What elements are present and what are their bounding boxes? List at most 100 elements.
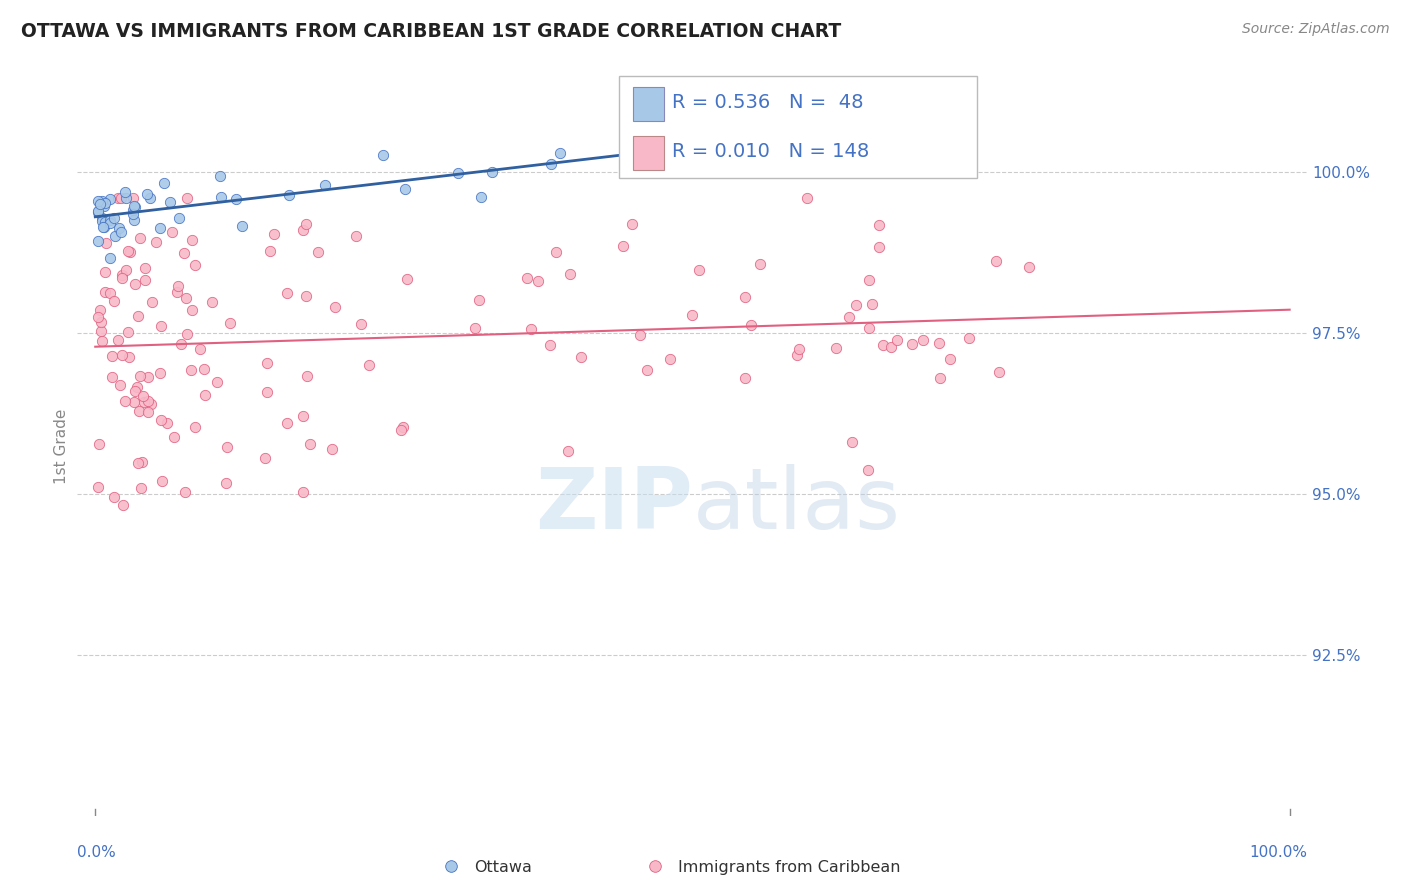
Point (156, 416, 179, 430)
Point (150, 474, 173, 488)
Point (91, 211, 114, 226)
Point (872, 338, 894, 352)
Point (681, 308, 703, 322)
Point (100, 192, 122, 206)
Point (150, 413, 173, 427)
Point (868, 240, 890, 254)
Point (256, 384, 278, 399)
Point (628, 327, 651, 342)
Point (110, 191, 132, 205)
Text: Ottawa: Ottawa (474, 860, 531, 874)
Point (93, 220, 115, 235)
Point (219, 316, 242, 330)
Point (124, 384, 146, 399)
Point (299, 437, 322, 451)
Point (825, 342, 848, 356)
Point (389, 423, 412, 437)
Text: Source: ZipAtlas.com: Source: ZipAtlas.com (1241, 22, 1389, 37)
Point (188, 342, 211, 356)
Point (550, 146, 572, 161)
Text: 100.0%: 100.0% (1250, 845, 1308, 860)
Point (136, 394, 159, 409)
Point (858, 463, 880, 477)
Point (858, 320, 880, 334)
Point (259, 244, 281, 258)
Point (141, 294, 163, 309)
Point (114, 393, 136, 408)
Point (277, 188, 299, 202)
Point (901, 337, 924, 351)
Point (217, 440, 239, 454)
Point (134, 273, 156, 287)
Point (225, 192, 247, 206)
Point (688, 263, 710, 277)
Point (858, 272, 880, 286)
Point (153, 176, 176, 190)
Point (540, 338, 562, 352)
Text: ZIP: ZIP (534, 464, 693, 547)
Point (100, 251, 122, 265)
Point (734, 371, 756, 385)
Point (209, 190, 232, 204)
Point (122, 394, 145, 409)
Point (205, 376, 228, 390)
Point (194, 387, 217, 401)
Text: R = 0.536   N =  48: R = 0.536 N = 48 (672, 93, 863, 112)
Point (256, 356, 278, 370)
Point (307, 244, 329, 259)
Point (845, 298, 868, 312)
Point (103, 211, 125, 225)
Point (371, 148, 394, 162)
Point (357, 358, 380, 372)
Point (94, 215, 117, 229)
Point (929, 371, 952, 385)
Point (110, 225, 132, 239)
Point (86, 310, 108, 325)
Point (163, 430, 186, 444)
Point (263, 227, 285, 242)
Point (117, 350, 139, 364)
Point (129, 369, 152, 384)
Point (89, 302, 111, 317)
Point (569, 350, 592, 364)
Point (253, 450, 276, 465)
Point (787, 342, 810, 356)
Point (939, 351, 962, 366)
Point (122, 212, 145, 227)
Text: atlas: atlas (693, 464, 900, 547)
Point (98, 286, 121, 301)
Point (122, 202, 145, 217)
Point (841, 434, 863, 449)
Point (89, 437, 111, 451)
Point (139, 191, 162, 205)
Point (174, 484, 197, 499)
Point (928, 336, 950, 351)
Point (644, 146, 666, 161)
Point (98, 216, 121, 230)
Point (911, 333, 934, 347)
Point (481, 165, 503, 179)
Point (90, 194, 112, 208)
Point (201, 295, 224, 310)
Point (292, 223, 315, 237)
Point (986, 253, 1008, 268)
Text: OTTAWA VS IMMIGRANTS FROM CARIBBEAN 1ST GRADE CORRELATION CHART: OTTAWA VS IMMIGRANTS FROM CARIBBEAN 1ST … (21, 22, 841, 41)
Point (127, 309, 149, 323)
Point (115, 262, 138, 277)
Point (176, 327, 198, 342)
Point (118, 245, 141, 260)
Point (173, 246, 195, 260)
Point (183, 419, 205, 434)
Point (527, 274, 550, 288)
Point (621, 217, 644, 231)
Point (231, 219, 253, 233)
Point (104, 229, 127, 244)
Point (100, 349, 122, 363)
Point (748, 257, 770, 271)
Point (91, 214, 114, 228)
Point (90, 315, 112, 329)
Point (214, 475, 236, 490)
Point (350, 317, 373, 331)
Point (886, 333, 908, 347)
Point (86, 480, 108, 494)
